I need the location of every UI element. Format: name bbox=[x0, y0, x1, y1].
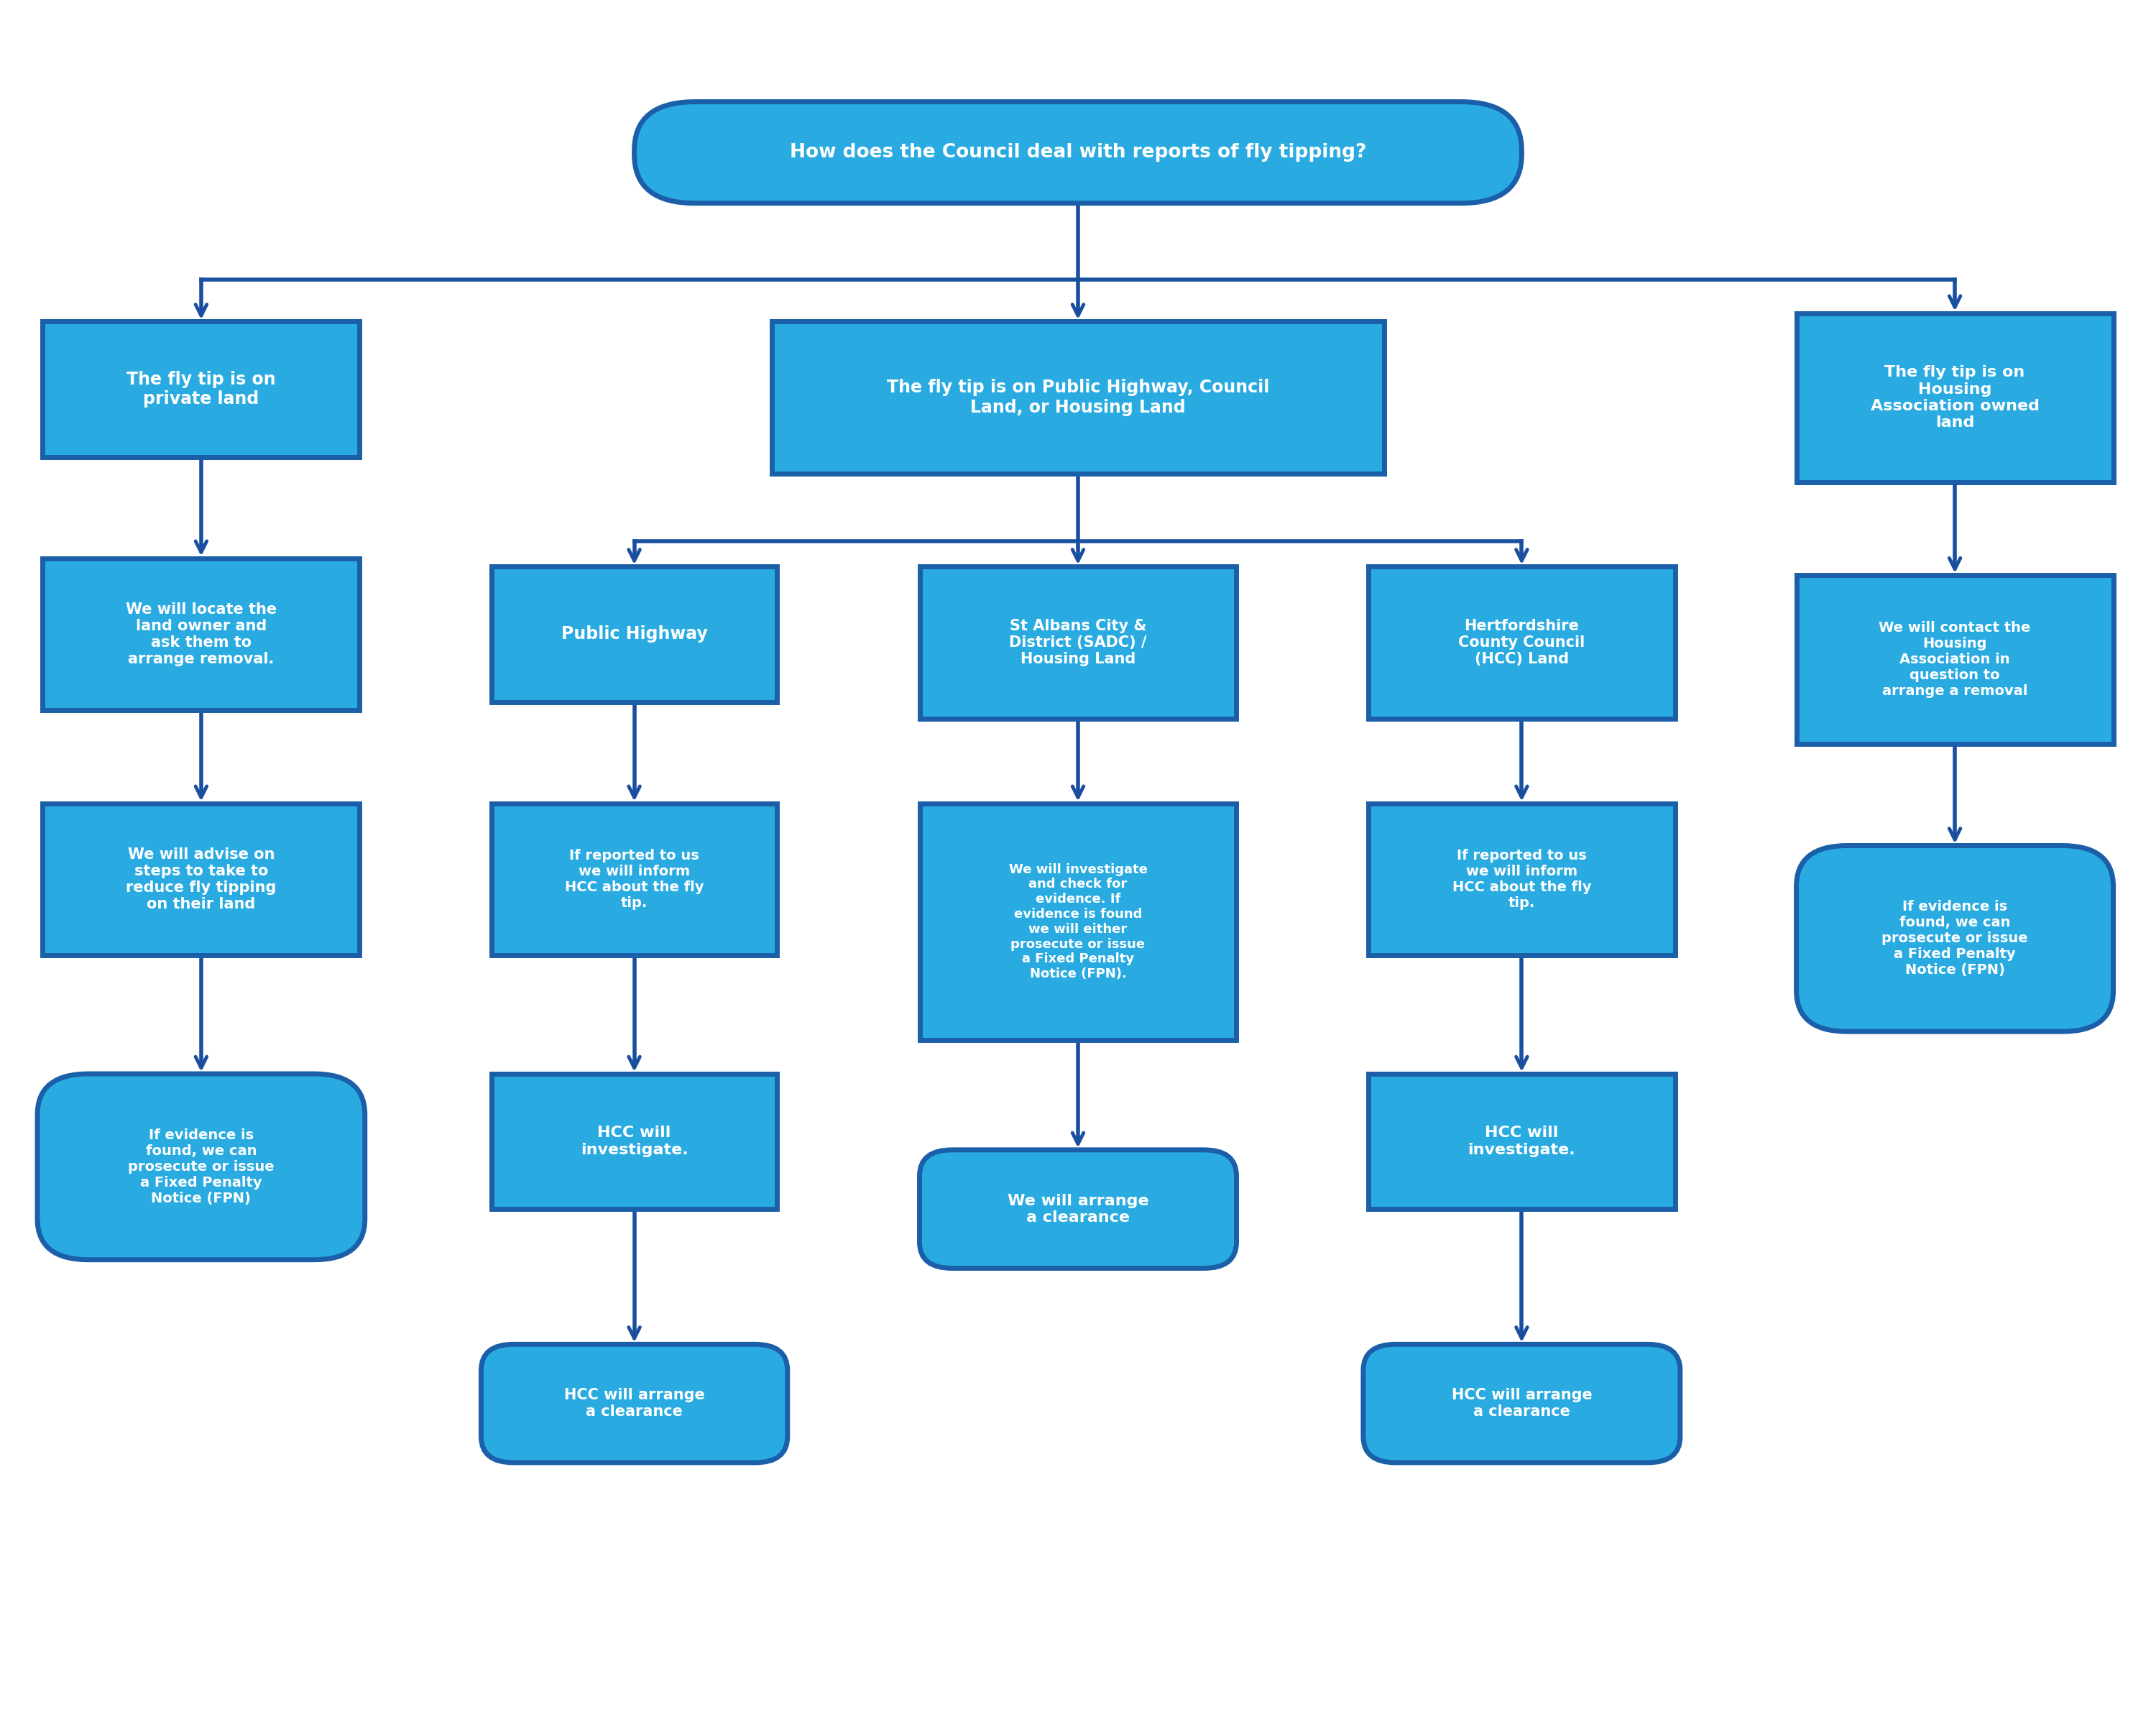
FancyBboxPatch shape bbox=[918, 804, 1235, 1040]
FancyBboxPatch shape bbox=[1363, 1344, 1680, 1463]
FancyBboxPatch shape bbox=[634, 102, 1522, 204]
Text: We will locate the
land owner and
ask them to
arrange removal.: We will locate the land owner and ask th… bbox=[125, 602, 276, 666]
Text: The fly tip is on
Housing
Association owned
land: The fly tip is on Housing Association ow… bbox=[1871, 366, 2040, 430]
FancyBboxPatch shape bbox=[481, 1344, 787, 1463]
Text: If reported to us
we will inform
HCC about the fly
tip.: If reported to us we will inform HCC abo… bbox=[565, 849, 703, 911]
Text: The fly tip is on Public Highway, Council
Land, or Housing Land: The fly tip is on Public Highway, Counci… bbox=[886, 380, 1270, 416]
Text: Public Highway: Public Highway bbox=[561, 626, 707, 643]
Text: Hertfordshire
County Council
(HCC) Land: Hertfordshire County Council (HCC) Land bbox=[1457, 619, 1585, 666]
FancyBboxPatch shape bbox=[772, 321, 1384, 474]
FancyBboxPatch shape bbox=[1369, 1073, 1675, 1209]
FancyBboxPatch shape bbox=[918, 566, 1235, 719]
Text: The fly tip is on
private land: The fly tip is on private land bbox=[127, 371, 276, 407]
FancyBboxPatch shape bbox=[37, 1073, 364, 1259]
Text: HCC will
investigate.: HCC will investigate. bbox=[580, 1126, 688, 1157]
FancyBboxPatch shape bbox=[492, 804, 776, 956]
FancyBboxPatch shape bbox=[492, 1073, 776, 1209]
Text: We will arrange
a clearance: We will arrange a clearance bbox=[1007, 1194, 1149, 1225]
FancyBboxPatch shape bbox=[1796, 574, 2113, 743]
Text: HCC will arrange
a clearance: HCC will arrange a clearance bbox=[1451, 1389, 1591, 1420]
FancyBboxPatch shape bbox=[1369, 804, 1675, 956]
FancyBboxPatch shape bbox=[43, 321, 360, 457]
Text: If evidence is
found, we can
prosecute or issue
a Fixed Penalty
Notice (FPN): If evidence is found, we can prosecute o… bbox=[127, 1128, 274, 1206]
FancyBboxPatch shape bbox=[918, 1151, 1235, 1268]
FancyBboxPatch shape bbox=[43, 804, 360, 956]
FancyBboxPatch shape bbox=[1796, 314, 2113, 481]
Text: HCC will
investigate.: HCC will investigate. bbox=[1468, 1126, 1576, 1157]
FancyBboxPatch shape bbox=[1369, 566, 1675, 719]
Text: We will contact the
Housing
Association in
question to
arrange a removal: We will contact the Housing Association … bbox=[1878, 621, 2031, 699]
Text: How does the Council deal with reports of fly tipping?: How does the Council deal with reports o… bbox=[789, 143, 1367, 162]
Text: We will advise on
steps to take to
reduce fly tipping
on their land: We will advise on steps to take to reduc… bbox=[125, 847, 276, 911]
Text: If evidence is
found, we can
prosecute or issue
a Fixed Penalty
Notice (FPN): If evidence is found, we can prosecute o… bbox=[1882, 900, 2029, 976]
Text: St Albans City &
District (SADC) /
Housing Land: St Albans City & District (SADC) / Housi… bbox=[1009, 619, 1147, 666]
FancyBboxPatch shape bbox=[1796, 845, 2113, 1032]
Text: HCC will arrange
a clearance: HCC will arrange a clearance bbox=[565, 1389, 705, 1420]
Text: If reported to us
we will inform
HCC about the fly
tip.: If reported to us we will inform HCC abo… bbox=[1453, 849, 1591, 911]
FancyBboxPatch shape bbox=[43, 559, 360, 711]
FancyBboxPatch shape bbox=[492, 566, 776, 702]
Text: We will investigate
and check for
evidence. If
evidence is found
we will either
: We will investigate and check for eviden… bbox=[1009, 862, 1147, 980]
